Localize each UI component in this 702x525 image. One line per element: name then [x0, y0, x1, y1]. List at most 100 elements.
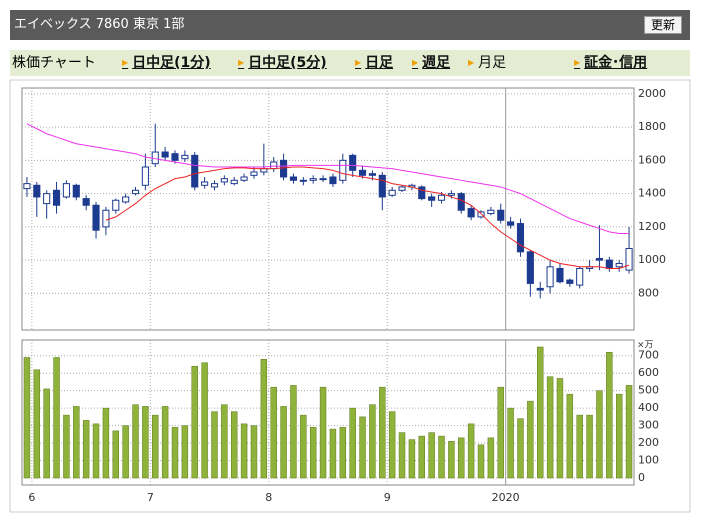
header: エイベックス 7860 東京 1部 更新 [10, 10, 690, 40]
candle-body [230, 179, 238, 185]
tab[interactable]: 日足 [355, 50, 393, 76]
x-tick-label: 8 [265, 491, 272, 504]
volume-bar [191, 365, 198, 479]
refresh-button[interactable]: 更新 [643, 16, 682, 34]
volume-bar [33, 369, 41, 479]
candle-body [477, 211, 485, 218]
volume-bar [369, 404, 376, 479]
volume-bar [231, 411, 238, 479]
tab[interactable]: 週足 [412, 50, 450, 76]
volume-bar [586, 414, 593, 479]
volume-bar [142, 406, 149, 479]
chart-frame [9, 79, 691, 513]
candle-body [467, 208, 475, 218]
candle-body [82, 198, 90, 206]
header-title: エイベックス 7860 東京 1部 [14, 17, 185, 32]
candle-body [398, 186, 406, 191]
volume-bar [428, 432, 435, 479]
candle-body [23, 183, 31, 190]
y-tick-label: 0 [638, 471, 645, 484]
candle-body [556, 267, 564, 283]
y-tick-label: 1000 [638, 253, 666, 266]
volume-bar [349, 407, 356, 479]
candle-body [319, 178, 327, 181]
volume-bar [467, 423, 475, 479]
volume-bar [507, 407, 514, 479]
candle-body [358, 169, 367, 176]
candle-body [181, 154, 189, 160]
tab[interactable]: 日中足(5分) [238, 50, 327, 76]
candle-body [102, 209, 110, 228]
candle-body [437, 194, 446, 201]
volume-bar [615, 393, 623, 479]
candle-body [447, 193, 455, 196]
candle-body [546, 266, 554, 288]
volume-bar [477, 444, 485, 479]
y-tick-label: 1200 [638, 220, 666, 233]
volume-bar [132, 404, 139, 479]
volume-bar [82, 420, 90, 479]
candle-body [329, 176, 337, 185]
volume-bar [290, 385, 297, 479]
tab[interactable]: 日中足(1分) [122, 50, 211, 76]
y-tick-label: 1600 [638, 153, 666, 166]
candle-body [52, 189, 61, 206]
volume-bar [280, 406, 287, 479]
moving-average [105, 166, 630, 269]
y-tick-label: 600 [638, 366, 659, 379]
volume-bar [556, 378, 564, 479]
volume-bar [487, 437, 495, 479]
candle-body [122, 196, 130, 203]
volume-bar [309, 427, 317, 479]
candle-body [299, 179, 307, 182]
volume-bar [270, 386, 277, 479]
candle-body [240, 176, 248, 181]
volume-bar [102, 407, 110, 479]
candle-body [595, 257, 604, 261]
price-panel [21, 87, 635, 331]
candle-body [339, 159, 347, 181]
volume-bar [250, 425, 258, 479]
candle-body [418, 186, 426, 200]
volume-bar [112, 430, 119, 479]
volume-bar [201, 362, 208, 479]
candle-body [605, 259, 613, 269]
volume-bar [408, 439, 416, 479]
candle-body [378, 174, 386, 198]
candle-body [43, 193, 51, 205]
y-tick-label: 400 [638, 401, 659, 414]
x-tick-label: 6 [28, 491, 35, 504]
volume-bar [418, 435, 425, 479]
nav-bar: 株価チャート 日中足(1分) 日中足(5分) 日足 週足 月足 証金･信用 [10, 50, 690, 76]
candle-body [368, 173, 376, 176]
volume-bar [537, 346, 544, 479]
volume-bar [339, 427, 347, 479]
volume-bar [240, 423, 248, 479]
candle-body [507, 221, 515, 226]
x-tick-label: 2020 [492, 491, 520, 504]
candle-body [62, 183, 70, 198]
volume-bar [497, 386, 504, 479]
volume-bar [221, 404, 228, 479]
volume-bar [546, 376, 554, 479]
candle-body [112, 199, 120, 211]
tab[interactable]: 証金･信用 [574, 50, 647, 76]
volume-bar [625, 385, 633, 479]
y-tick-label: 2000 [638, 87, 666, 100]
volume-bar [300, 414, 307, 479]
moving-average [26, 123, 630, 235]
y-tick-label: 100 [638, 454, 659, 467]
volume-bar [329, 428, 337, 479]
candle-body [220, 178, 228, 183]
candle-body [280, 159, 288, 178]
tab[interactable]: 月足 [468, 50, 506, 76]
candle-body [526, 251, 534, 284]
volume-bar [161, 406, 169, 479]
volume-bar [211, 411, 218, 479]
volume-bar [359, 416, 366, 479]
candle-body [131, 189, 140, 195]
volume-bar [43, 388, 50, 479]
candle-body [270, 161, 278, 170]
candle-body [428, 196, 436, 201]
